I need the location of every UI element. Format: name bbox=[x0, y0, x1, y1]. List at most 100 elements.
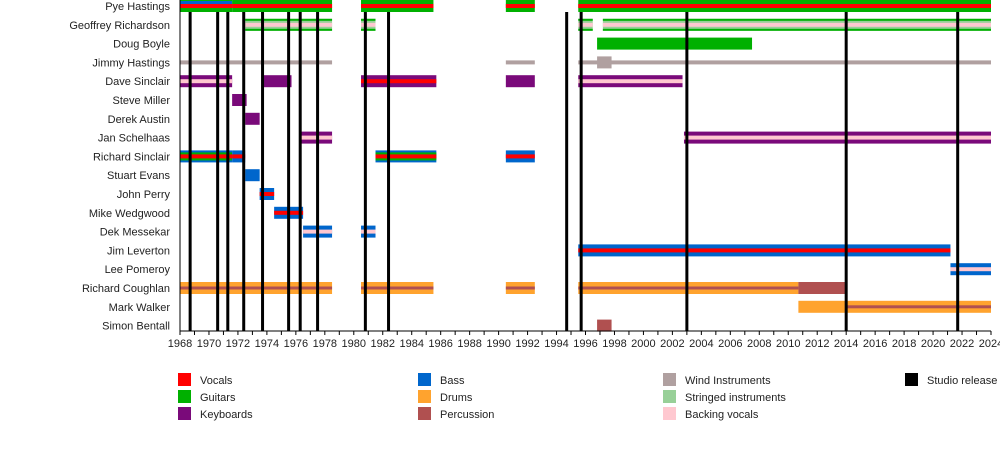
member-name-label: Richard Sinclair bbox=[93, 151, 170, 163]
legend-label: Guitars bbox=[200, 392, 236, 404]
member-row bbox=[245, 169, 260, 182]
bar-layer bbox=[180, 154, 233, 159]
x-tick-label: 2006 bbox=[718, 338, 742, 350]
bar-layer bbox=[361, 229, 376, 234]
bar-layer bbox=[232, 154, 246, 159]
legend-swatch bbox=[663, 373, 676, 386]
legend-label: Backing vocals bbox=[685, 409, 759, 421]
member-name-label: Jim Leverton bbox=[107, 245, 170, 257]
legend-item: Wind Instruments bbox=[663, 373, 771, 387]
legend-item: Percussion bbox=[418, 407, 494, 421]
bar-layer bbox=[798, 300, 847, 313]
member-bar-segment bbox=[361, 75, 437, 88]
legend-label: Keyboards bbox=[200, 409, 253, 421]
member-row bbox=[597, 319, 612, 332]
member-bar-segment bbox=[180, 150, 233, 163]
x-tick-label: 2020 bbox=[921, 338, 945, 350]
x-tick-label: 2018 bbox=[892, 338, 916, 350]
member-bar-segment bbox=[846, 300, 991, 313]
bar-layer bbox=[180, 4, 233, 8]
x-tick-label: 1970 bbox=[197, 338, 221, 350]
member-bar-segment bbox=[683, 131, 991, 144]
member-bar-segment bbox=[180, 75, 233, 88]
x-tick-label: 1978 bbox=[313, 338, 337, 350]
x-tick-label: 2004 bbox=[689, 338, 713, 350]
legend-label: Studio release bbox=[927, 375, 997, 387]
x-tick-label: 1996 bbox=[573, 338, 597, 350]
legend-swatch bbox=[178, 373, 191, 386]
legend-item: Vocals bbox=[178, 373, 233, 387]
bar-layer bbox=[597, 319, 612, 332]
x-tick-label: 2002 bbox=[660, 338, 684, 350]
bar-layer bbox=[245, 169, 260, 182]
bar-layer bbox=[578, 4, 991, 8]
x-tick-label: 2016 bbox=[863, 338, 887, 350]
member-row bbox=[798, 300, 991, 313]
member-name-label: Lee Pomeroy bbox=[105, 264, 171, 276]
member-bar-segment bbox=[578, 0, 991, 12]
x-tick-label: 1980 bbox=[342, 338, 366, 350]
x-tick-label: 1988 bbox=[457, 338, 481, 350]
legend-label: Vocals bbox=[200, 375, 233, 387]
bar-layer bbox=[505, 4, 535, 8]
bar-layer bbox=[245, 112, 260, 125]
legend-item: Backing vocals bbox=[663, 407, 759, 421]
member-bar-segment bbox=[798, 300, 847, 313]
legend-swatch bbox=[418, 390, 431, 403]
member-row bbox=[180, 282, 847, 294]
bar-layer bbox=[505, 60, 535, 65]
x-tick-label: 1968 bbox=[168, 338, 192, 350]
x-tick-label: 1994 bbox=[544, 338, 568, 350]
bar-layer bbox=[361, 4, 434, 8]
bar-layer bbox=[180, 1, 233, 4]
member-bar-segment bbox=[180, 282, 333, 294]
bar-layer bbox=[505, 286, 535, 290]
x-tick-label: 2008 bbox=[747, 338, 771, 350]
member-row bbox=[180, 0, 991, 12]
legend-item: Studio release bbox=[905, 373, 997, 387]
x-tick-label: 2014 bbox=[834, 338, 858, 350]
member-bar-segment bbox=[232, 0, 333, 12]
x-tick-label: 1990 bbox=[486, 338, 510, 350]
member-row bbox=[300, 131, 991, 144]
member-row bbox=[578, 244, 951, 257]
member-name-label: Dave Sinclair bbox=[105, 76, 170, 88]
legend-item: Drums bbox=[418, 390, 473, 404]
legend-swatch bbox=[178, 407, 191, 420]
x-tick-label: 2010 bbox=[776, 338, 800, 350]
member-row bbox=[245, 18, 991, 31]
member-bar-segment bbox=[375, 150, 437, 163]
legend-item: Stringed instruments bbox=[663, 390, 786, 404]
legend-swatch bbox=[905, 373, 918, 386]
member-bar-segment bbox=[505, 150, 535, 163]
member-name-label: Mike Wedgwood bbox=[89, 208, 170, 220]
member-bar-segment bbox=[950, 263, 991, 276]
x-tick-label: 1986 bbox=[428, 338, 452, 350]
bar-layer bbox=[683, 135, 991, 140]
bar-layer bbox=[578, 18, 593, 21]
member-bar-segment bbox=[180, 0, 233, 12]
legend-swatch bbox=[663, 390, 676, 403]
member-row bbox=[180, 150, 535, 163]
bar-layer bbox=[597, 56, 612, 69]
legend-item: Keyboards bbox=[178, 407, 253, 421]
bar-layer bbox=[361, 22, 376, 27]
member-bar-segment bbox=[262, 75, 292, 88]
x-tick-label: 1972 bbox=[226, 338, 250, 350]
member-bar-segment bbox=[180, 60, 333, 65]
legend-swatch bbox=[663, 407, 676, 420]
x-tick-label: 1998 bbox=[602, 338, 626, 350]
bar-layer bbox=[846, 305, 991, 309]
bar-layer bbox=[180, 79, 233, 84]
member-name-label: John Perry bbox=[117, 189, 171, 201]
x-tick-label: 1992 bbox=[515, 338, 539, 350]
member-name-label: Dek Messekar bbox=[100, 227, 171, 239]
member-row bbox=[597, 37, 753, 50]
bar-layer bbox=[180, 286, 333, 290]
member-bar-segment bbox=[505, 75, 535, 88]
member-bar-segment bbox=[361, 18, 376, 31]
x-tick-label: 1976 bbox=[284, 338, 308, 350]
member-bar-segment bbox=[361, 225, 376, 238]
member-name-label: Pye Hastings bbox=[105, 1, 170, 13]
bar-layer bbox=[798, 282, 847, 294]
